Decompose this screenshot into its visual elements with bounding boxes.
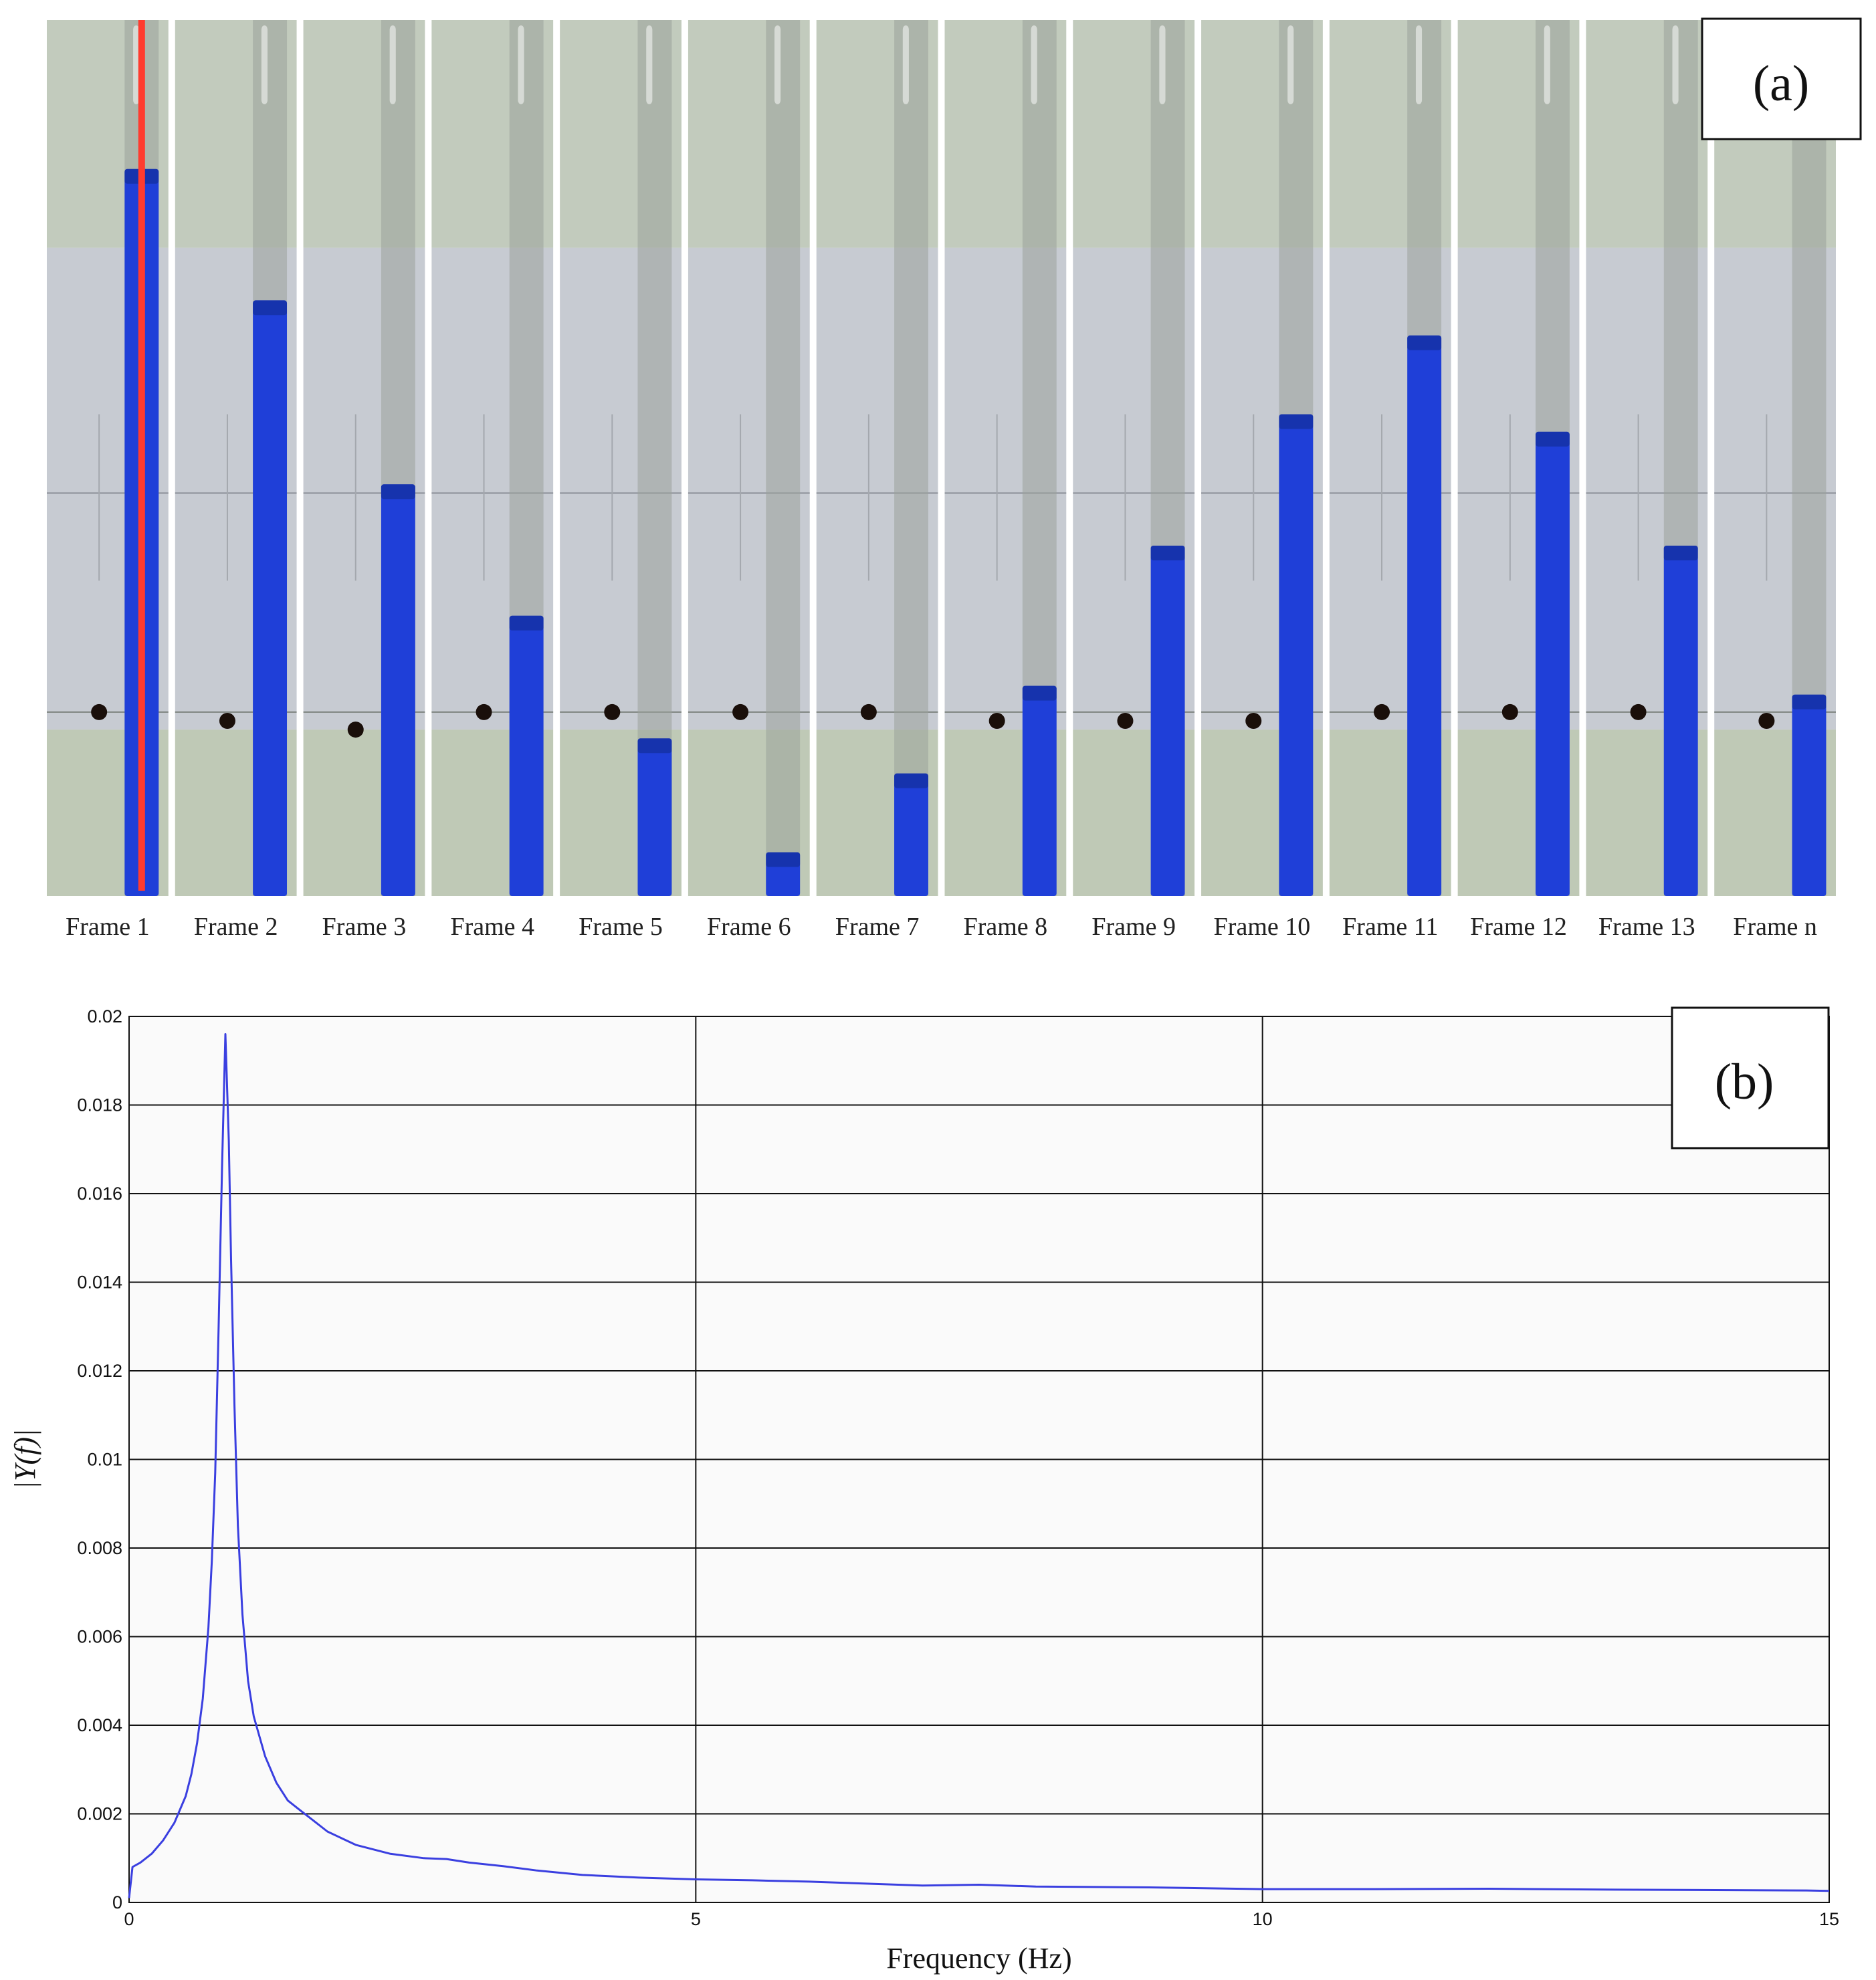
y-tick-label: 0.01 xyxy=(87,1450,122,1470)
spectrum-chart: 0 0.002 0.004 0.006 0.008 0.01 0.012 0.014 0.016… xyxy=(9,1006,1839,1975)
reference-dot xyxy=(604,703,621,720)
water-column xyxy=(894,773,928,896)
video-frame: Frame 5 xyxy=(560,20,682,941)
water-column xyxy=(509,615,544,896)
frame-strip-panel: Frame 1 Frame 2 Frame 3 Frame 4 Frame 5 Frame… xyxy=(0,0,1876,963)
reference-dot xyxy=(1374,703,1390,720)
y-tick-label: 0.012 xyxy=(77,1361,122,1381)
plot-frame xyxy=(128,1016,1830,1903)
water-column xyxy=(1535,431,1570,896)
y-axis-ticks: 0 0.002 0.004 0.006 0.008 0.01 0.012 0.014 0.016… xyxy=(77,1006,122,1912)
reference-dot xyxy=(732,703,749,720)
frame-label: Frame 10 xyxy=(1214,913,1311,941)
water-column xyxy=(1279,414,1314,896)
x-axis-label: Frequency (Hz) xyxy=(886,1942,1071,1975)
frame-label: Frame 11 xyxy=(1342,913,1438,941)
water-column xyxy=(1663,546,1698,896)
frame-label: Frame 5 xyxy=(579,913,663,941)
spectrum-chart-panel: 0 0.002 0.004 0.006 0.008 0.01 0.012 0.014 0.016… xyxy=(0,963,1876,1977)
video-frame: Frame 2 xyxy=(175,20,297,941)
x-tick-label: 0 xyxy=(124,1909,134,1929)
video-frame: Frame 13 xyxy=(1586,20,1708,941)
reference-dot xyxy=(476,703,492,720)
reference-dot xyxy=(1117,713,1134,729)
water-column xyxy=(1792,694,1827,896)
water-column xyxy=(1150,546,1185,896)
panel-a-tag-box: (a) xyxy=(1701,17,1862,140)
y-tick-label: 0.016 xyxy=(77,1184,122,1204)
video-frame: Frame 4 xyxy=(431,20,554,941)
x-tick-label: 10 xyxy=(1253,1909,1273,1929)
frame-label: Frame 8 xyxy=(964,913,1048,941)
y-tick-label: 0.004 xyxy=(77,1715,122,1735)
reference-dot xyxy=(1501,703,1518,720)
panel-b-tag: (b) xyxy=(1715,1054,1774,1110)
panel-b-tag-box: (b) xyxy=(1671,1006,1830,1149)
y-tick-label: 0 xyxy=(112,1892,122,1912)
x-tick-label: 5 xyxy=(691,1909,701,1929)
water-column xyxy=(1407,335,1442,897)
water-column xyxy=(253,300,288,896)
video-frame: Frame 6 xyxy=(688,20,810,941)
video-frame: Frame 1 xyxy=(47,20,169,941)
frame-strip: Frame 1 Frame 2 Frame 3 Frame 4 Frame 5 Frame… xyxy=(47,17,1862,941)
y-tick-label: 0.018 xyxy=(77,1095,122,1115)
reference-dot xyxy=(219,713,235,729)
video-frame: Frame 7 xyxy=(816,20,938,941)
reference-dot xyxy=(347,722,364,738)
frame-label: Frame 6 xyxy=(707,913,791,941)
video-frame: Frame 12 xyxy=(1457,20,1580,941)
water-column xyxy=(381,484,415,896)
panel-a-tag: (a) xyxy=(1753,56,1809,112)
frame-label: Frame 12 xyxy=(1470,913,1567,941)
reference-dot xyxy=(91,703,108,720)
reference-dot xyxy=(1245,713,1262,729)
frame-label: Frame n xyxy=(1733,913,1817,941)
video-frame: Frame 11 xyxy=(1329,20,1451,941)
x-axis-ticks: 0 5 10 15 xyxy=(124,1909,1839,1929)
video-frame: Frame 8 xyxy=(944,20,1067,941)
frame-label: Frame 4 xyxy=(450,913,534,941)
y-tick-label: 0.008 xyxy=(77,1538,122,1558)
water-column xyxy=(637,738,672,896)
video-frame: Frame n xyxy=(1714,20,1836,941)
frame-label: Frame 9 xyxy=(1091,913,1176,941)
water-column xyxy=(1022,685,1057,896)
video-frame: Frame 9 xyxy=(1073,20,1195,941)
frame-label: Frame 3 xyxy=(322,913,407,941)
video-frame: Frame 10 xyxy=(1201,20,1323,941)
video-frame: Frame 3 xyxy=(303,20,425,941)
frame-label: Frame 2 xyxy=(194,913,278,941)
frame-label: Frame 7 xyxy=(835,913,920,941)
y-tick-label: 0.006 xyxy=(77,1627,122,1647)
y-tick-label: 0.002 xyxy=(77,1804,122,1824)
reference-dot xyxy=(988,713,1005,729)
y-tick-label: 0.02 xyxy=(87,1006,122,1026)
frame-label: Frame 13 xyxy=(1598,913,1695,941)
reference-dot xyxy=(1758,713,1775,729)
y-axis-label: |Y(f)| xyxy=(9,1429,41,1489)
x-tick-label: 15 xyxy=(1819,1909,1839,1929)
series-line xyxy=(128,1033,1830,1898)
reference-dot xyxy=(1630,703,1647,720)
reference-dot xyxy=(860,703,877,720)
frame-label: Frame 1 xyxy=(66,913,150,941)
y-tick-label: 0.014 xyxy=(77,1273,122,1293)
